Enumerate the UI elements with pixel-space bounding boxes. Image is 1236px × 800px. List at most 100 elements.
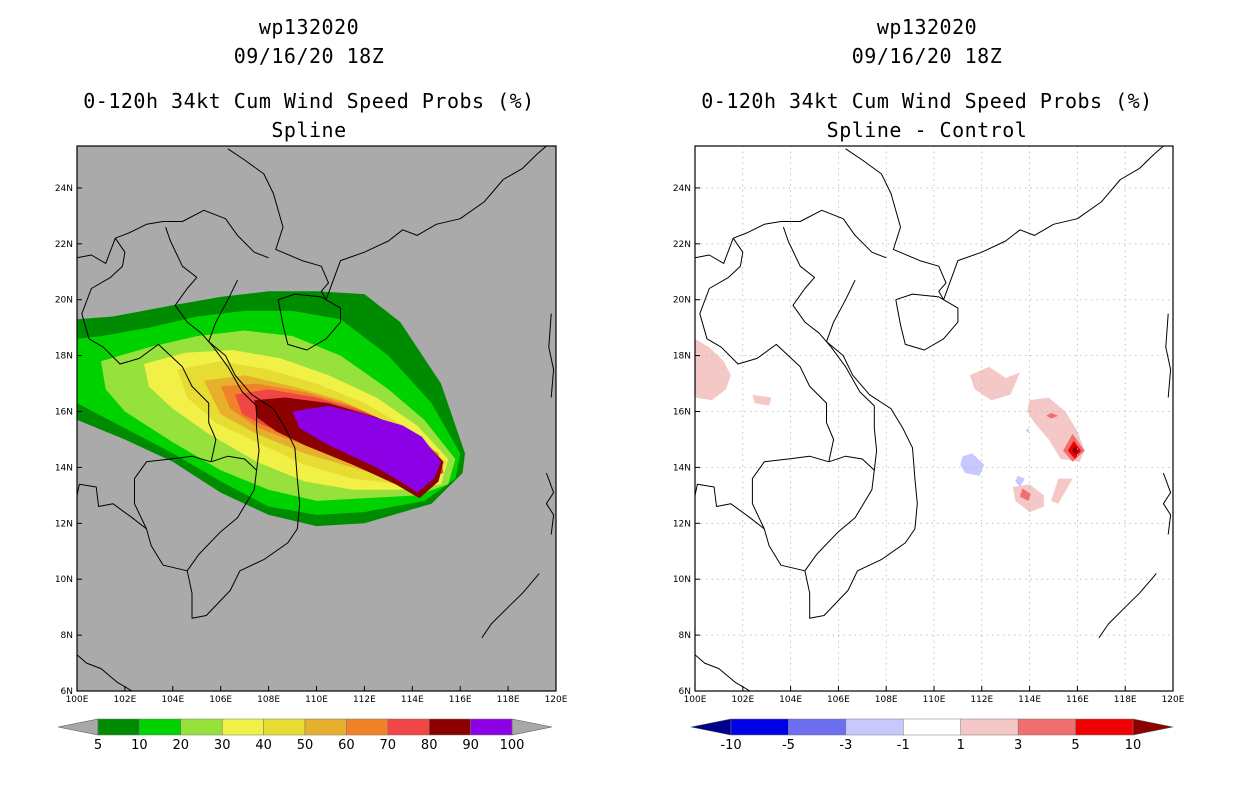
x-tick-label: 110E [305,695,328,705]
coastline [733,209,887,259]
left-probability-map: 100E 102E 104E 106E 108E 110E 112E 114E 116E 118E… [55,145,568,753]
colorbar-swatch [470,718,513,736]
colorbar-label: 1 [957,738,965,753]
coastline [695,654,751,691]
contour-level-1-0 [695,338,731,401]
colorbar-swatch [788,718,847,736]
colorbar-label: 30 [214,738,231,753]
coastline [77,238,116,264]
colorbar-swatch [304,718,347,736]
contour-level-neg1-12 [1015,475,1025,487]
colorbar-label: 10 [131,738,148,753]
colorbar-label: 70 [380,738,397,753]
x-tick-label: 118E [497,695,520,705]
coastline [186,279,301,619]
colorbar-swatch [139,718,182,736]
coastline [277,293,341,351]
colorbar-swatch [730,718,789,736]
right-storm-id: wp132020 [876,15,978,39]
y-tick-label: 8N [679,631,691,641]
coastline [1098,573,1157,639]
colorbar-swatch [263,718,306,736]
left-storm-id: wp132020 [258,15,360,39]
right-chart-title: 0-120h 34kt Cum Wind Speed Probs (%) [701,89,1153,113]
colorbar-label: 80 [421,738,438,753]
colorbar-label: 3 [1014,738,1022,753]
colorbar-label: 5 [94,738,102,753]
x-tick-label: 120E [1162,695,1185,705]
colorbar-swatch [428,718,471,736]
left-chart-title: 0-120h 34kt Cum Wind Speed Probs (%) [83,89,535,113]
coastline [828,455,875,471]
colorbar-label: 20 [173,738,190,753]
colorbar-extend-low [690,718,732,736]
x-tick-label: 118E [1114,695,1137,705]
contour-level-3-8 [1020,488,1031,501]
colorbar-swatch [387,718,430,736]
colorbar-label: 90 [462,738,479,753]
coastline [1165,313,1172,398]
colorbar-label: 60 [338,738,355,753]
left-chart-subtitle: Spline [271,118,347,142]
contour-level-3-7 [1046,412,1059,419]
x-tick-label: 116E [449,695,472,705]
x-tick-label: 108E [257,695,280,705]
colorbar-swatch [845,718,904,736]
coastline [895,293,959,351]
colorbar-label: 40 [255,738,272,753]
coastline [81,237,217,462]
x-tick-label: 120E [545,695,568,705]
coastline [165,226,260,572]
right-chart-subtitle: Spline - Control [826,118,1028,142]
contour-level-neg1-11 [960,453,985,476]
x-tick-label: 112E [353,695,376,705]
colorbar-label: 5 [1071,738,1079,753]
coastline [481,573,540,639]
coastline [210,455,257,471]
y-tick-label: 18N [55,352,73,362]
contour-level-1-1 [752,394,772,406]
y-tick-label: 20N [55,296,73,306]
x-tick-label: 114E [1018,695,1041,705]
coastline [545,472,555,535]
x-tick-label: 114E [401,695,424,705]
x-tick-label: 106E [827,695,850,705]
y-tick-label: 16N [55,408,73,418]
y-tick-label: 20N [673,296,691,306]
y-tick-label: 10N [55,575,73,585]
y-tick-label: 22N [55,240,73,250]
colorbar-swatch [346,718,389,736]
colorbar-label: -5 [782,738,795,753]
colorbar-swatch [903,718,961,736]
x-tick-label: 102E [731,695,754,705]
y-tick-label: 16N [673,408,691,418]
colorbar-extend-low [57,718,99,736]
colorbar: 5 10 20 30 40 50 60 70 80 90 100 [57,718,553,753]
y-tick-label: 6N [61,687,73,697]
colorbar-extend-high [511,718,553,736]
coastline [77,483,188,572]
y-tick-label: 6N [679,687,691,697]
y-tick-label: 18N [673,352,691,362]
colorbar: -10 -5 -3 -1 1 3 5 10 [690,718,1174,753]
coastline [695,238,734,264]
right-datetime: 09/16/20 18Z [851,44,1003,68]
colorbar-swatch [1075,718,1134,736]
x-tick-label: 116E [1066,695,1089,705]
colorbar-label: 50 [297,738,314,753]
x-tick-label: 108E [875,695,898,705]
colorbar-swatch [1017,718,1076,736]
y-tick-label: 12N [673,519,691,529]
coastline [227,146,547,301]
coastline [695,483,806,572]
coastline [548,313,555,398]
colorbar-label: -10 [720,738,741,753]
coastline [1162,472,1172,535]
colorbar-label: -3 [839,738,852,753]
x-tick-label: 102E [113,695,136,705]
colorbar-label: 10 [1125,738,1142,753]
contour-level-10-10 [1072,446,1079,455]
contour-level-1-5 [1051,478,1073,504]
y-tick-label: 14N [673,463,691,473]
colorbar-label: -1 [897,738,910,753]
